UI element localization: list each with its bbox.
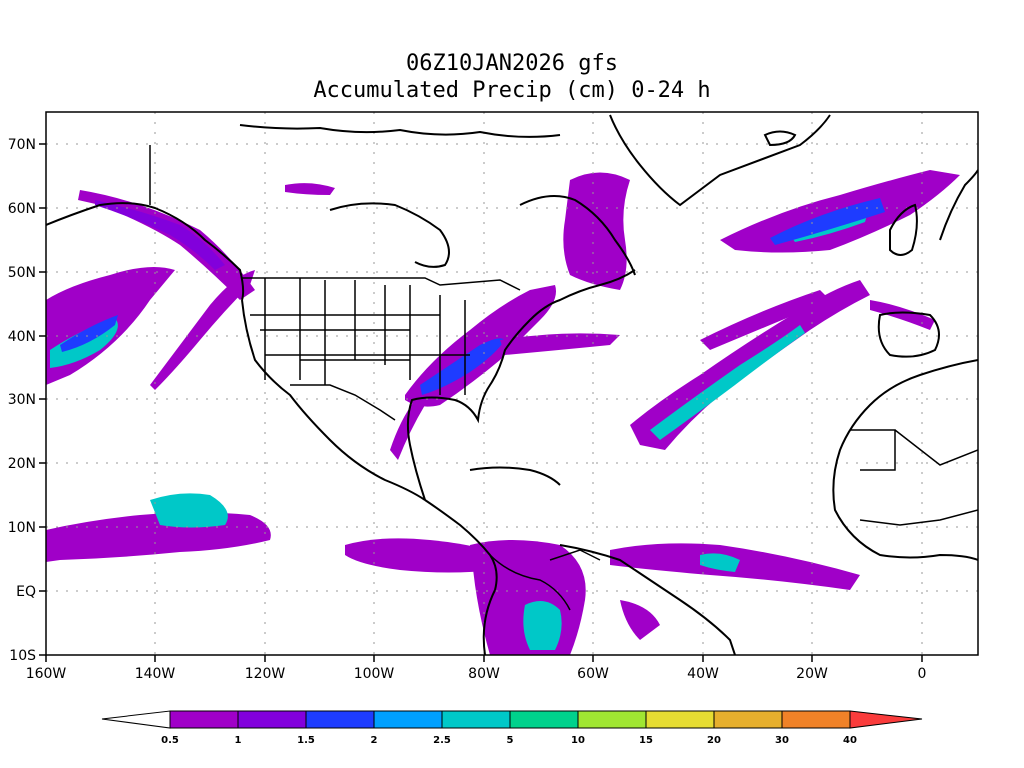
x-tick-label: 100W [354,666,395,682]
coast-central-america [424,499,498,591]
colorbar-swatch [305,710,375,729]
x-tick-label: 120W [245,666,286,682]
x-tick-label: 20W [796,666,828,682]
coastlines [46,114,978,655]
colorbar-label: 40 [843,735,857,746]
colorbar-min-arrow [101,710,171,729]
x-tick-label: 160W [26,666,67,682]
coast-scandinavia [939,169,978,241]
coast-greenland [609,114,831,207]
title-line-1: 06Z10JAN2026 gfs [406,51,618,76]
x-tick-label: 60W [577,666,609,682]
colorbar-swatch [373,710,443,729]
y-tick-label: 10N [8,520,36,536]
y-axis-labels: 10S EQ 10N 20N 30N 40N 50N 60N 70N [8,137,36,664]
y-tick-label: 30N [8,392,36,408]
border-africa-west [850,429,978,526]
coast-gulf [406,269,636,501]
x-tick-label: 0 [918,666,927,682]
y-tick-label: 70N [8,137,36,153]
coast-south-america [482,544,736,655]
colorbar-swatch [713,710,783,729]
coast-uk [889,203,918,256]
coast-africa [832,359,978,561]
coast-hudson [329,202,450,268]
coast-west-us [241,299,426,501]
title-line-2: Accumulated Precip (cm) 0-24 h [313,78,710,103]
coast-caribbean [469,466,561,486]
precip-itcz-east-core [700,553,740,572]
y-tick-label: 50N [8,265,36,281]
colorbar-swatch [781,710,851,729]
colorbar-swatch [441,710,511,729]
precip-natl-mid [700,290,830,350]
colorbar-swatch [169,710,239,729]
border-us-canada [149,145,521,291]
plot-frame [45,111,979,656]
colorbar-label: 30 [775,735,789,746]
colorbar-label: 15 [639,735,653,746]
precip-pacific-plume [150,270,255,390]
precip-fields [46,170,960,655]
y-tick-label: 10S [9,648,36,664]
colorbar-swatch [237,710,307,729]
colorbar-swatch [577,710,647,729]
border-south-america [489,549,601,611]
precip-iberia [870,300,935,330]
colorbar: 0.5 1 1.5 2 2.5 5 10 15 20 30 40 [101,710,923,746]
colorbar-label: 5 [507,735,514,746]
colorbar-label: 1 [235,735,242,746]
colorbar-label: 0.5 [161,735,179,746]
x-tick-label: 40W [687,666,719,682]
colorbar-label: 10 [571,735,585,746]
colorbar-swatch [645,710,715,729]
colorbar-label: 2.5 [433,735,451,746]
y-tick-label: 20N [8,456,36,472]
colorbar-label: 20 [707,735,721,746]
colorbar-swatch [509,710,579,729]
y-tick-label: EQ [16,584,36,600]
precip-npacific-mid [60,315,118,352]
x-tick-label: 80W [468,666,500,682]
colorbar-max-arrow [849,710,923,729]
precip-natl-north-mid [770,198,885,245]
x-tick-label: 140W [135,666,176,682]
precip-labrador [563,172,630,290]
precip-amazon-east [620,600,660,640]
coast-alaska [46,202,245,301]
border-us-mexico [290,384,396,421]
coast-iceland [763,130,797,147]
coast-arctic [239,124,561,138]
state-grid [250,278,470,395]
colorbar-label: 2 [371,735,378,746]
precip-itcz-central [345,538,500,573]
precip-itcz-west-core [150,493,228,528]
coast-iberia [877,311,940,358]
precip-alaska-core [95,200,225,270]
precip-hudson [285,183,335,195]
precip-south-america-core [523,601,562,650]
political-borders [149,145,978,611]
colorbar-label: 1.5 [297,735,315,746]
precip-atlantic-streak [500,333,620,355]
y-tick-label: 40N [8,329,36,345]
precip-natl-sw-core [650,325,805,440]
y-tick-label: 60N [8,201,36,217]
axis-ticks [39,143,923,662]
coast-labrador [519,195,636,276]
x-axis-labels: 160W 140W 120W 100W 80W 60W 40W 20W 0 [26,666,927,682]
